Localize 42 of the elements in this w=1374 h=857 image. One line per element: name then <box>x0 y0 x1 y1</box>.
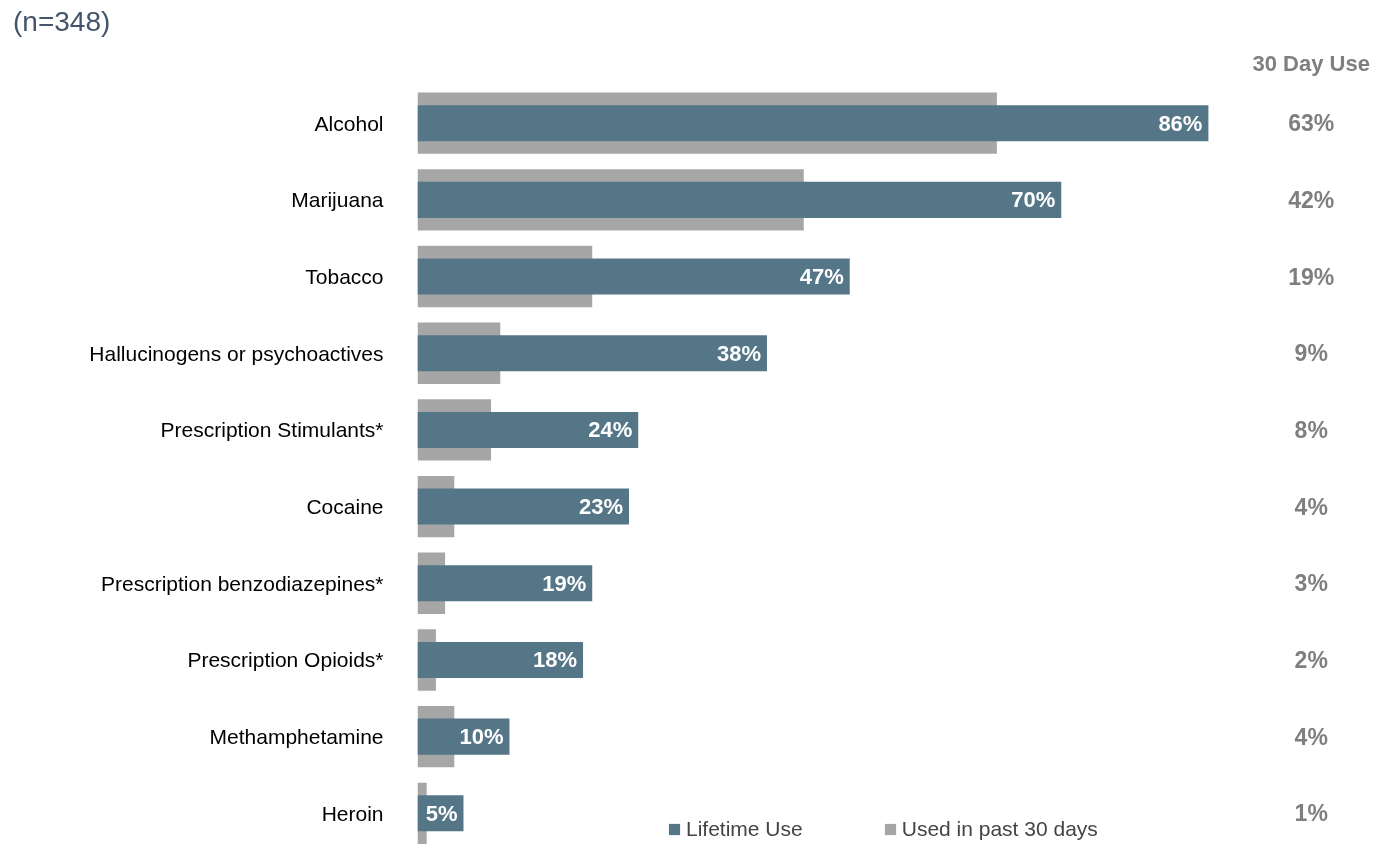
y-tick-label: Alcohol <box>314 111 384 135</box>
text: (n=348) <box>13 5 111 39</box>
data-label: 2% <box>1294 646 1328 673</box>
y-tick-label: Heroin <box>321 801 384 825</box>
bar <box>417 565 593 602</box>
bar <box>417 258 850 295</box>
data-label: 1% <box>1294 800 1328 827</box>
data-label: 19% <box>1288 263 1335 290</box>
data-label: 10% <box>459 724 504 750</box>
data-label: 42% <box>1288 186 1335 213</box>
y-tick-label: Prescription Stimulants* <box>160 418 384 442</box>
text: 30 Day Use <box>1252 50 1370 76</box>
data-label: 4% <box>1294 493 1328 520</box>
y-tick-label: Methamphetamine <box>209 725 384 749</box>
data-label: 86% <box>1158 110 1203 136</box>
y-tick-label: Hallucinogens or psychoactives <box>89 341 384 365</box>
data-label: 3% <box>1294 570 1328 597</box>
bar <box>417 411 639 448</box>
data-label: 8% <box>1294 416 1328 443</box>
data-label: 19% <box>542 570 587 596</box>
y-tick-label: Marijuana <box>291 188 384 212</box>
legend-label: Lifetime Use <box>686 817 803 841</box>
y-tick-label: Tobacco <box>305 265 384 289</box>
data-label: 18% <box>533 647 578 673</box>
bar <box>417 335 767 372</box>
bar <box>417 641 584 678</box>
data-label: 47% <box>799 264 844 290</box>
data-label: 5% <box>425 800 458 826</box>
data-label: 24% <box>588 417 633 443</box>
data-label: 70% <box>1011 187 1056 213</box>
data-label: 9% <box>1294 340 1328 367</box>
data-label: 63% <box>1288 110 1335 137</box>
bar <box>417 181 1062 218</box>
y-tick-label: Prescription Opioids* <box>187 648 384 672</box>
data-label: 23% <box>578 494 624 520</box>
data-label: 4% <box>1294 723 1328 750</box>
y-tick-label: Cocaine <box>306 495 384 519</box>
legend-label: Used in past 30 days <box>901 817 1098 841</box>
bar <box>417 105 1209 142</box>
data-label: 38% <box>716 340 761 366</box>
y-tick-label: Prescription benzodiazepines* <box>100 571 384 595</box>
bar <box>417 488 630 525</box>
